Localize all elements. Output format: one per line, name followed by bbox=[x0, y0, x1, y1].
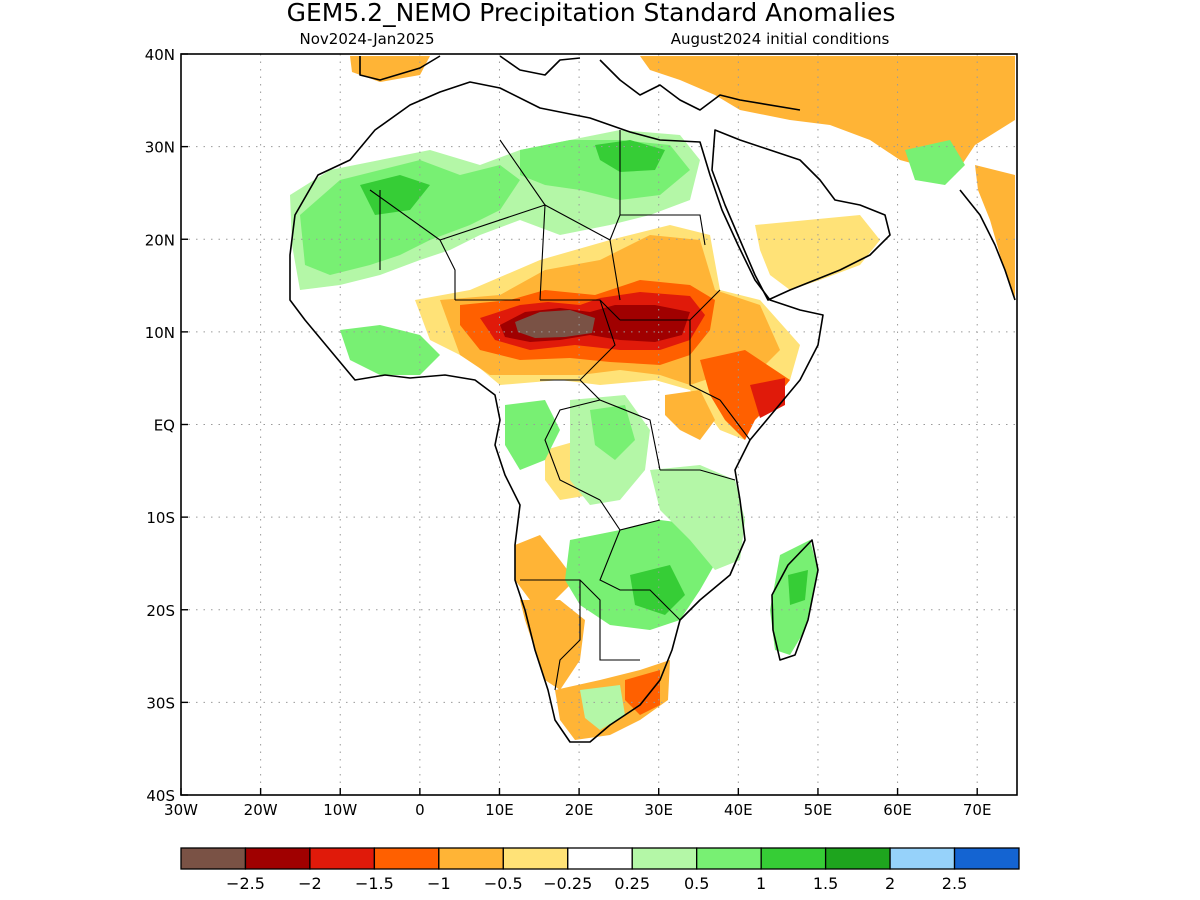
colorbar-label: −0.5 bbox=[484, 874, 523, 893]
colorbar-label: −1 bbox=[427, 874, 451, 893]
anomaly-region-dry-southafrica-orange bbox=[625, 670, 660, 715]
map-panel bbox=[181, 54, 1017, 795]
anomaly-region-wet-tanzania bbox=[650, 465, 745, 570]
colorbar-swatch bbox=[824, 847, 891, 870]
lon-tick-label: 70E bbox=[963, 801, 992, 819]
colorbar-label: 0.5 bbox=[684, 874, 709, 893]
colorbar-swatch bbox=[309, 847, 376, 870]
lat-tick-label: 10N bbox=[145, 324, 175, 342]
lon-tick-label: 30E bbox=[644, 801, 673, 819]
colorbar-swatch bbox=[180, 847, 247, 870]
axes: 30W 20W 10W 0 10E 20E 30E 40E 50E 60E 70E 40N 30N 20N… bbox=[145, 46, 992, 819]
lat-tick-label: 10S bbox=[146, 509, 175, 527]
lon-tick-label: 30W bbox=[164, 801, 198, 819]
lat-tick-label: 20N bbox=[145, 231, 175, 249]
anomaly-region-wet-southafrica bbox=[580, 685, 625, 730]
lon-tick-label: 10W bbox=[323, 801, 357, 819]
anomaly-region-wet-iran bbox=[905, 140, 965, 185]
colorbar: −2.5 −2 −1.5 −1 −0.5 −0.25 0.25 0.5 1 1.5 2 2.5 bbox=[180, 847, 1020, 893]
lon-tick-label: 20W bbox=[244, 801, 278, 819]
anomaly-region-wet-drc-core bbox=[590, 405, 635, 460]
lon-tick-label: 50E bbox=[804, 801, 833, 819]
anomaly-region-dry-india bbox=[975, 165, 1015, 300]
map-title: GEM5.2_NEMO Precipitation Standard Anoma… bbox=[287, 0, 896, 27]
colorbar-label: 0.25 bbox=[614, 874, 650, 893]
lat-tick-label: 40S bbox=[146, 787, 175, 805]
country-borders bbox=[369, 130, 751, 691]
anomaly-region-wet-westafrica bbox=[300, 160, 520, 275]
forecast-period: Nov2024-Jan2025 bbox=[300, 30, 435, 48]
lat-tick-label: 20S bbox=[146, 602, 175, 620]
colorbar-swatch bbox=[696, 847, 762, 870]
anomaly-region-dry-angola bbox=[515, 535, 575, 600]
lon-tick-label: 60E bbox=[883, 801, 912, 819]
lon-tick-label: 40E bbox=[724, 801, 753, 819]
anomaly-region-dry-arabia bbox=[755, 215, 880, 290]
colorbar-swatch bbox=[889, 847, 956, 870]
india-coastline bbox=[959, 189, 1016, 301]
lat-tick-label: 30N bbox=[145, 139, 175, 157]
colorbar-label: −0.25 bbox=[543, 874, 592, 893]
madagascar-coastline bbox=[771, 539, 819, 661]
anomaly-region-wet-congo bbox=[505, 400, 560, 470]
anomaly-region-dry-middleeast bbox=[640, 56, 1015, 175]
colorbar-label: −1.5 bbox=[355, 874, 394, 893]
colorbar-label: 1.5 bbox=[813, 874, 838, 893]
wet-fill-layer bbox=[290, 130, 965, 730]
anomaly-region-dry-north bbox=[350, 56, 430, 82]
lon-tick-label: 20E bbox=[565, 801, 594, 819]
anomaly-region-wet-libya bbox=[595, 140, 665, 172]
africa-coastline bbox=[289, 81, 824, 743]
colorbar-swatch bbox=[567, 847, 633, 870]
colorbar-swatch bbox=[760, 847, 827, 870]
colorbar-label: 2 bbox=[885, 874, 895, 893]
lat-tick-label: 40N bbox=[145, 46, 175, 64]
anomaly-region-wet-sahara-dark bbox=[360, 175, 430, 215]
anomaly-region-dry-eastafrica bbox=[700, 350, 790, 440]
anomaly-region-dry-sahel-core bbox=[515, 310, 595, 338]
lon-tick-label: 10E bbox=[485, 801, 514, 819]
anomaly-region-wet-guinea bbox=[340, 325, 440, 375]
colorbar-label: 2.5 bbox=[942, 874, 967, 893]
arabia-coastline bbox=[711, 129, 891, 301]
colorbar-label: −2 bbox=[298, 874, 322, 893]
anomaly-region-wet-madagascar-dark bbox=[788, 570, 808, 605]
colorbar-swatch bbox=[373, 847, 440, 870]
colorbar-swatch bbox=[502, 847, 569, 870]
colorbar-swatch bbox=[438, 847, 504, 870]
colorbar-swatch bbox=[631, 847, 698, 870]
lat-tick-label: 30S bbox=[146, 694, 175, 712]
initial-conditions: August2024 initial conditions bbox=[671, 30, 890, 48]
colorbar-label: 1 bbox=[756, 874, 766, 893]
colorbar-swatch bbox=[244, 847, 311, 870]
anomaly-region-wet-zambia-dark bbox=[630, 565, 685, 615]
anomaly-region-dry-kenya bbox=[665, 390, 715, 440]
colorbar-label: −2.5 bbox=[226, 874, 265, 893]
colorbar-swatch bbox=[953, 847, 1020, 870]
anomaly-fill-layer bbox=[350, 56, 1015, 740]
lat-tick-label: EQ bbox=[154, 417, 175, 435]
lon-tick-label: 0 bbox=[415, 801, 425, 819]
anomaly-region-dry-namibia bbox=[520, 600, 585, 690]
europe-coastline bbox=[359, 55, 801, 111]
